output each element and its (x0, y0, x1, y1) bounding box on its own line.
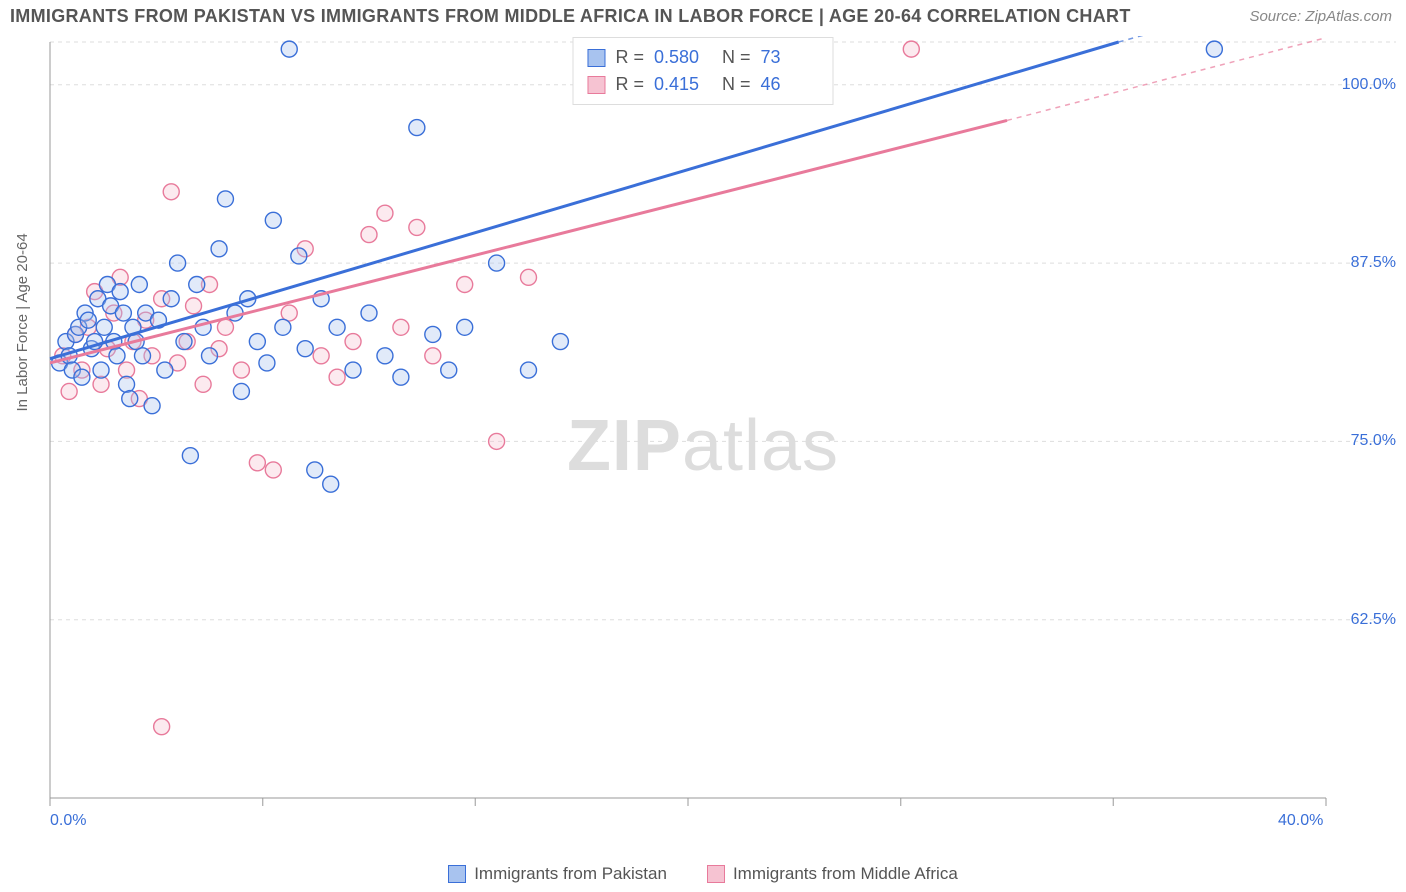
legend-swatch (587, 76, 605, 94)
r-value: 0.580 (654, 44, 712, 71)
legend-item: Immigrants from Pakistan (448, 864, 667, 884)
correlation-legend-row: R = 0.580 N = 73 (587, 44, 818, 71)
legend-swatch (707, 865, 725, 883)
y-tick-label: 62.5% (1351, 611, 1396, 629)
series-legend: Immigrants from Pakistan Immigrants from … (0, 864, 1406, 884)
y-axis-label: In Labor Force | Age 20-64 (14, 233, 31, 411)
r-label: R = (615, 71, 644, 98)
x-tick-label: 0.0% (50, 812, 86, 830)
n-label: N = (722, 71, 751, 98)
n-value: 46 (761, 71, 819, 98)
y-tick-label: 100.0% (1342, 76, 1396, 94)
chart-container: IMMIGRANTS FROM PAKISTAN VS IMMIGRANTS F… (0, 0, 1406, 892)
scatter-plot (46, 36, 1396, 826)
y-tick-label: 75.0% (1351, 432, 1396, 450)
r-value: 0.415 (654, 71, 712, 98)
legend-item: Immigrants from Middle Africa (707, 864, 958, 884)
n-label: N = (722, 44, 751, 71)
source-label: Source: ZipAtlas.com (1249, 8, 1392, 25)
chart-title: IMMIGRANTS FROM PAKISTAN VS IMMIGRANTS F… (10, 6, 1131, 27)
x-tick-label: 40.0% (1278, 812, 1323, 830)
legend-label: Immigrants from Middle Africa (733, 864, 958, 884)
legend-label: Immigrants from Pakistan (474, 864, 667, 884)
legend-swatch (448, 865, 466, 883)
y-tick-label: 87.5% (1351, 254, 1396, 272)
correlation-legend: R = 0.580 N = 73R = 0.415 N = 46 (572, 37, 833, 105)
correlation-legend-row: R = 0.415 N = 46 (587, 71, 818, 98)
n-value: 73 (761, 44, 819, 71)
r-label: R = (615, 44, 644, 71)
legend-swatch (587, 49, 605, 67)
